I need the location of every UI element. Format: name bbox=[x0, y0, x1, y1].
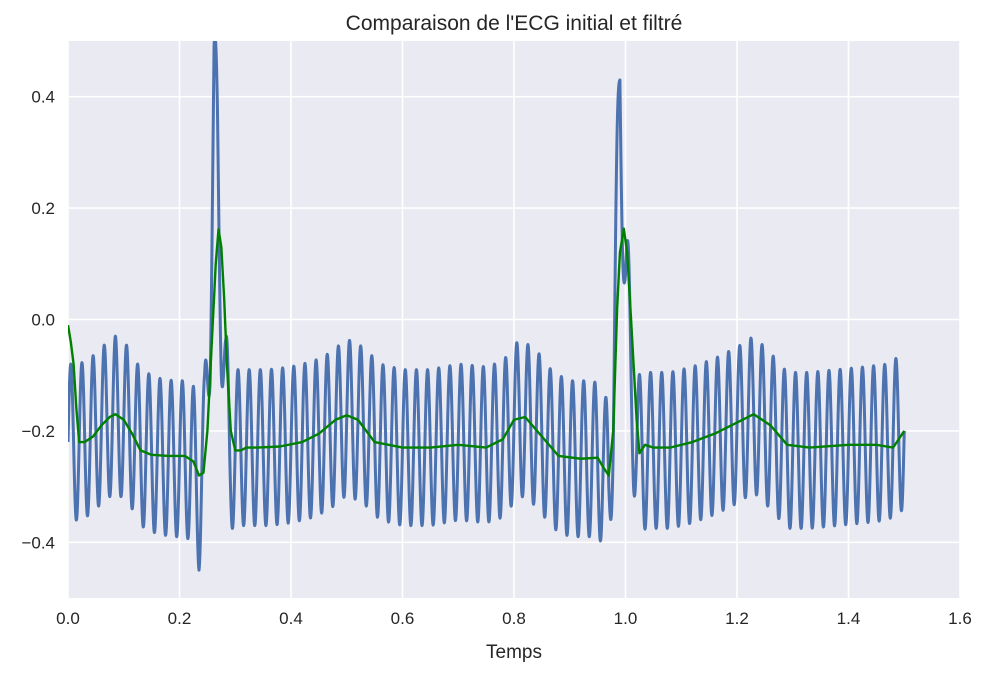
x-tick-label: 1.2 bbox=[725, 609, 749, 628]
y-tick-label: 0.2 bbox=[31, 199, 55, 218]
x-tick-label: 1.0 bbox=[614, 609, 638, 628]
y-tick-label: 0.0 bbox=[31, 311, 55, 330]
x-tick-label: 0.8 bbox=[502, 609, 526, 628]
x-tick-label: 0.0 bbox=[56, 609, 80, 628]
series-line bbox=[68, 227, 906, 477]
series-line bbox=[68, 41, 906, 572]
x-tick-label: 0.6 bbox=[391, 609, 415, 628]
y-tick-label: 0.4 bbox=[31, 88, 55, 107]
x-axis-label: Temps bbox=[486, 642, 542, 663]
x-tick-label: 0.4 bbox=[279, 609, 303, 628]
x-tick-label: 1.6 bbox=[948, 609, 972, 628]
x-tick-label: 1.4 bbox=[837, 609, 861, 628]
x-tick-labels: 0.0 0.2 0.4 0.6 0.8 1.0 1.2 1.4 1.6 bbox=[56, 609, 972, 628]
y-tick-labels: −0.4 −0.2 0.0 0.2 0.4 bbox=[21, 88, 55, 553]
x-tick-label: 0.2 bbox=[168, 609, 192, 628]
y-tick-label: −0.2 bbox=[21, 422, 55, 441]
series-layer bbox=[68, 41, 906, 572]
chart-title: Comparaison de l'ECG initial et filtré bbox=[346, 12, 683, 35]
y-tick-label: −0.4 bbox=[21, 533, 55, 552]
